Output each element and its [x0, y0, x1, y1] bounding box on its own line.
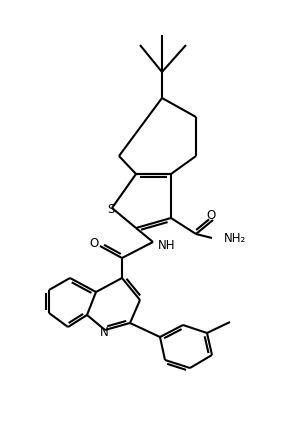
Text: NH: NH [158, 238, 176, 251]
Text: O: O [89, 237, 99, 250]
Text: NH₂: NH₂ [224, 232, 246, 245]
Text: O: O [206, 208, 216, 221]
Text: S: S [107, 202, 115, 215]
Text: N: N [100, 326, 108, 339]
